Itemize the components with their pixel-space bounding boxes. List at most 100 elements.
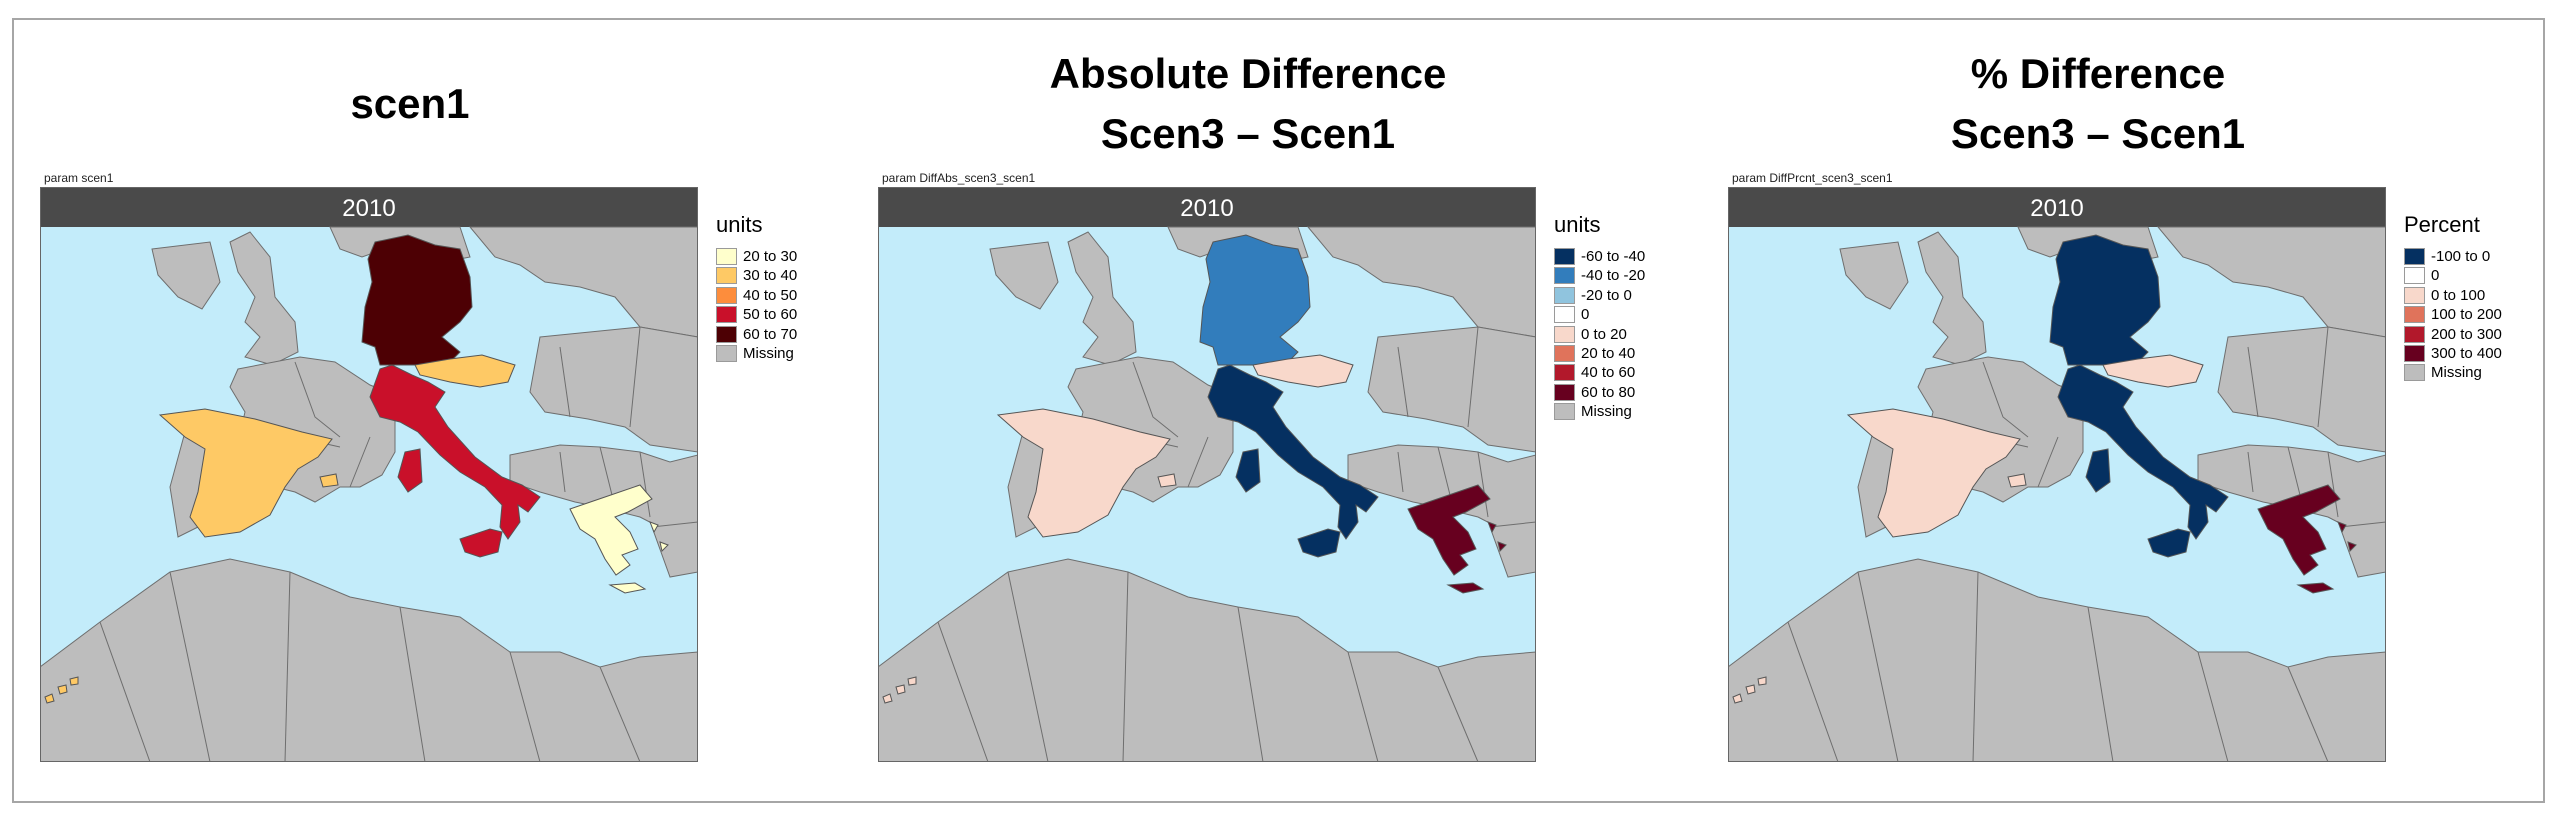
country-italy xyxy=(1235,448,1261,493)
panel-title-line: scen1 xyxy=(350,80,470,127)
country-italy xyxy=(2085,448,2111,493)
legend-label: 60 to 80 xyxy=(1581,383,1636,401)
figure-frame xyxy=(12,18,2545,803)
panel-title-line: % Difference xyxy=(1970,50,2226,97)
legend-item: 20 to 40 xyxy=(1554,344,1635,363)
legend-item: 0 to 100 xyxy=(2404,286,2485,305)
country-italy xyxy=(2057,364,2229,540)
missing-land xyxy=(40,226,698,762)
country-greece xyxy=(2296,582,2335,594)
legend-item: Missing xyxy=(2404,363,2482,382)
legend-swatch xyxy=(1554,306,1575,324)
legend-title: units xyxy=(716,212,763,237)
legend-label: 20 to 40 xyxy=(1581,345,1636,362)
country-greece xyxy=(569,484,653,576)
legend-item: Missing xyxy=(716,344,794,363)
legend-label: 0 xyxy=(2431,267,2440,285)
legend-label: 60 to 70 xyxy=(743,325,798,343)
panel-absolute-difference: Absolute Difference Scen3 – Scen1 param Di… xyxy=(838,0,1645,819)
legend-label: 0 xyxy=(1581,306,1590,324)
country-italy xyxy=(397,448,423,493)
legend-label: 0 to 20 xyxy=(1581,325,1627,343)
legend-swatch xyxy=(1554,325,1575,343)
country-canary xyxy=(57,684,68,695)
country-canary xyxy=(882,693,893,704)
legend-swatch xyxy=(716,306,737,324)
country-spain xyxy=(1157,473,1177,488)
legend-item: -60 to -40 xyxy=(1554,247,1645,266)
missing-land xyxy=(878,226,1536,762)
legend-swatch xyxy=(2404,345,2425,362)
country-italy xyxy=(369,364,541,540)
legend-label: -20 to 0 xyxy=(1581,286,1632,304)
legend-item: 20 to 30 xyxy=(716,247,797,266)
legend-item: 50 to 60 xyxy=(716,305,797,324)
legend-item: Missing xyxy=(1554,402,1632,421)
country-canary xyxy=(1732,693,1743,704)
country-spain xyxy=(319,473,339,488)
country-austria xyxy=(2102,354,2204,388)
param-label: param DiffPrcnt_scen3_scen1 xyxy=(1732,171,1893,185)
legend-item: 30 to 40 xyxy=(716,266,797,285)
choropleth-map: 2010 xyxy=(1728,187,2386,762)
country-canary xyxy=(1745,684,1756,695)
legend-title: Percent xyxy=(2404,212,2480,237)
legend-item: 0 xyxy=(2404,266,2439,285)
legend-item: 300 to 400 xyxy=(2404,344,2502,363)
country-greece xyxy=(1487,521,1497,534)
legend-swatch xyxy=(716,286,737,304)
country-greece xyxy=(2257,484,2341,576)
legend-title: units xyxy=(1554,212,1601,237)
legend-swatch xyxy=(1554,403,1575,421)
country-canary xyxy=(1757,676,1767,686)
facet-strip-label: 2010 xyxy=(2030,195,2083,222)
map-border xyxy=(878,187,1536,762)
panel-title-line: Scen3 – Scen1 xyxy=(1950,110,2246,157)
country-austria xyxy=(1252,354,1354,388)
country-spain xyxy=(1846,408,2021,538)
country-greece xyxy=(649,521,659,534)
legend-label: 200 to 300 xyxy=(2431,325,2502,343)
map-border xyxy=(1728,187,2386,762)
legend-swatch xyxy=(1554,267,1575,285)
country-italy xyxy=(1207,364,1379,540)
legend-swatch xyxy=(1554,286,1575,304)
legend-swatch xyxy=(2404,248,2425,265)
facet-strip xyxy=(878,187,1536,227)
param-label: param DiffAbs_scen3_scen1 xyxy=(882,171,1036,185)
country-spain xyxy=(158,408,333,538)
country-greece xyxy=(1446,582,1485,594)
legend-label: 30 to 40 xyxy=(743,267,798,285)
country-germany xyxy=(2049,234,2161,373)
legend-swatch xyxy=(2404,364,2425,382)
panel-percent-difference: % Difference Scen3 – Scen1 param DiffPrcnt… xyxy=(1688,0,2502,819)
country-italy xyxy=(459,528,503,558)
legend-swatch xyxy=(2404,267,2425,285)
legend-item: 60 to 70 xyxy=(716,325,797,344)
legend-swatch xyxy=(716,345,737,362)
legend-swatch xyxy=(1554,248,1575,265)
legend-label: 0 to 100 xyxy=(2431,286,2486,304)
legend-item: 40 to 50 xyxy=(716,286,797,305)
panel-scen1: scen1 param scen1 2010 unit xyxy=(0,0,800,819)
country-italy xyxy=(2147,528,2191,558)
country-greece xyxy=(608,582,647,594)
legend-item: -40 to -20 xyxy=(1554,266,1645,285)
missing-land xyxy=(1728,226,2386,762)
legend-label: 40 to 50 xyxy=(743,286,798,304)
legend-item: 200 to 300 xyxy=(2404,325,2502,344)
country-canary xyxy=(69,676,79,686)
map-border xyxy=(40,187,698,762)
country-canary xyxy=(44,693,55,704)
country-germany xyxy=(1199,234,1311,373)
legend-label: -60 to -40 xyxy=(1581,248,1646,265)
legend-swatch xyxy=(1554,383,1575,401)
panel-title-line: Absolute Difference xyxy=(1049,50,1447,97)
legend-item: 0 to 20 xyxy=(1554,325,1627,344)
legend-item: -100 to 0 xyxy=(2404,247,2490,266)
choropleth-map: 2010 xyxy=(878,187,1536,762)
legend-label: 300 to 400 xyxy=(2431,345,2502,362)
facet-strip xyxy=(1728,187,2386,227)
country-greece xyxy=(1497,541,1507,552)
legend-swatch xyxy=(716,325,737,343)
